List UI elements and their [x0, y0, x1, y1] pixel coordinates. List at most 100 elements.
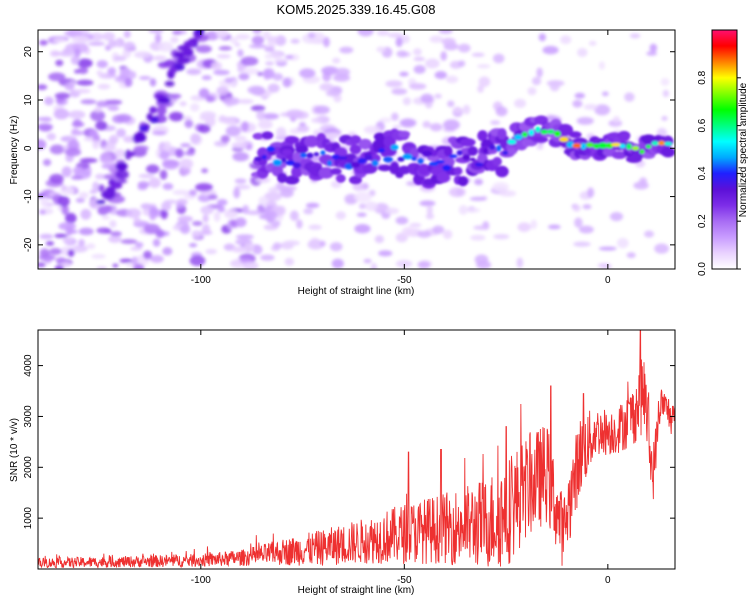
spectrogram-blotch — [598, 61, 605, 70]
trace-core-blob — [639, 149, 645, 154]
spectrogram-blotch — [177, 215, 193, 223]
spectrogram-blotch — [613, 115, 620, 124]
spectrogram-blotch — [224, 77, 234, 84]
spectrogram-blotch — [478, 76, 491, 87]
spectrogram-blotch — [123, 41, 136, 52]
spectrogram-blotch — [370, 262, 378, 269]
spectrogram-blotch — [387, 32, 403, 38]
trace-core-blob — [631, 146, 640, 151]
colorbar-tick-label: 0.2 — [697, 214, 708, 228]
spectrogram-blotch — [95, 173, 105, 180]
spectrogram-blotch — [262, 113, 279, 120]
spectrogram-blotch — [250, 105, 266, 112]
colorbar-tick-label: 0.4 — [697, 166, 708, 180]
spectrogram-blotch — [384, 207, 400, 215]
spectrogram-blotch — [150, 254, 164, 263]
spectrogram-blotch — [46, 132, 57, 141]
x-tick-label: -50 — [397, 575, 412, 586]
trace-halo-blob — [441, 156, 455, 167]
spectrogram-diagonal-blob — [128, 152, 136, 157]
spectrogram-blotch — [38, 123, 54, 131]
spectrogram-blotch — [276, 127, 287, 138]
spectrogram-blotch — [376, 46, 387, 53]
spectrogram-blotch — [107, 67, 117, 75]
spectrogram-blotch — [139, 75, 151, 80]
spectrogram-blotch — [179, 158, 194, 170]
spectrogram-blotch — [201, 168, 209, 174]
spectrogram-blotch — [492, 181, 510, 192]
spectrogram-blotch — [325, 90, 340, 97]
spectrogram-blotch — [391, 88, 408, 95]
trace-halo-blob — [373, 132, 386, 141]
spectrogram-blotch — [272, 73, 284, 81]
spectrogram-diagonal-blob — [108, 178, 116, 187]
spectrogram-blotch — [303, 208, 314, 215]
spectrogram-blotch — [64, 82, 75, 91]
spectrogram-blotch — [395, 259, 413, 268]
spectrogram-blotch — [457, 43, 471, 53]
spectrogram-blotch — [96, 60, 108, 69]
spectrogram-blotch — [86, 243, 96, 250]
spectrogram-blotch — [124, 77, 133, 87]
spectrogram-blotch — [549, 81, 560, 92]
spectrogram-blotch — [379, 117, 392, 123]
spectrogram-blotch — [417, 230, 432, 238]
trace-core-blob — [292, 162, 301, 169]
trace-halo-blob — [383, 135, 396, 148]
trace-core-blob — [435, 159, 445, 164]
spectrogram-blotch — [644, 230, 655, 238]
spectrogram-blotch — [240, 56, 259, 66]
spectrogram-blotch — [241, 121, 249, 132]
trace-core-blob — [442, 164, 451, 172]
spectrogram-blotch — [307, 239, 325, 250]
spectrogram-blotch — [548, 224, 561, 230]
spectrogram-diagonal-blob — [168, 66, 177, 74]
trace-halo-blob — [349, 144, 362, 155]
spectrogram-blotch — [376, 30, 390, 36]
spectrogram-blotch — [248, 44, 267, 49]
spectrogram-blotch — [252, 244, 263, 255]
spectrogram-blotch — [188, 243, 198, 248]
spectrogram-blotch — [78, 239, 85, 247]
spectrogram-blotch — [237, 49, 244, 57]
spectrogram-blotch — [105, 99, 123, 105]
trace-core-blob — [383, 156, 393, 163]
spectrogram-blotch — [90, 110, 106, 122]
spectrogram-blotch — [289, 210, 299, 221]
spectrogram-blotch — [517, 222, 531, 232]
spectrogram-blotch — [169, 93, 182, 99]
spectrogram-blotch — [217, 205, 226, 213]
spectrogram-blotch — [285, 109, 304, 119]
spectrogram-blotch — [399, 118, 417, 128]
trace-halo-blob — [398, 130, 411, 138]
trace-core-blob — [611, 142, 621, 147]
spectrogram-blotch — [232, 152, 250, 162]
spectrogram-blotch — [272, 242, 282, 250]
spectrogram-blotch — [264, 46, 275, 52]
spectrogram-blotch — [258, 196, 269, 206]
spectrogram-blotch — [71, 35, 90, 44]
trace-halo-blob — [534, 136, 549, 143]
spectrogram-blotch — [208, 194, 218, 200]
spectrogram-blotch — [109, 134, 119, 144]
trace-halo-blob — [304, 135, 319, 148]
colorbar-tick-label: 0.6 — [697, 118, 708, 132]
spectrogram-blotch — [78, 227, 94, 236]
trace-core-blob — [397, 156, 405, 162]
trace-core-blob — [474, 162, 484, 167]
trace-core-blob — [664, 141, 673, 146]
trace-core-blob — [585, 142, 594, 148]
trace-core-blob — [364, 154, 373, 161]
trace-core-blob — [462, 154, 471, 161]
spectrogram-blotch — [55, 59, 64, 67]
spectrogram-blotch — [654, 243, 669, 254]
trace-halo-blob — [618, 132, 630, 142]
spectrogram-blotch — [120, 239, 138, 245]
spectrogram-blotch — [271, 220, 281, 227]
x-tick-label: -50 — [397, 275, 412, 286]
spectrogram-diagonal-blob — [194, 30, 205, 35]
spectrogram-blotch — [140, 203, 152, 210]
spectrogram-blotch — [274, 58, 289, 63]
spectrogram-blotch — [335, 211, 346, 220]
spectrogram-blotch — [108, 235, 122, 243]
